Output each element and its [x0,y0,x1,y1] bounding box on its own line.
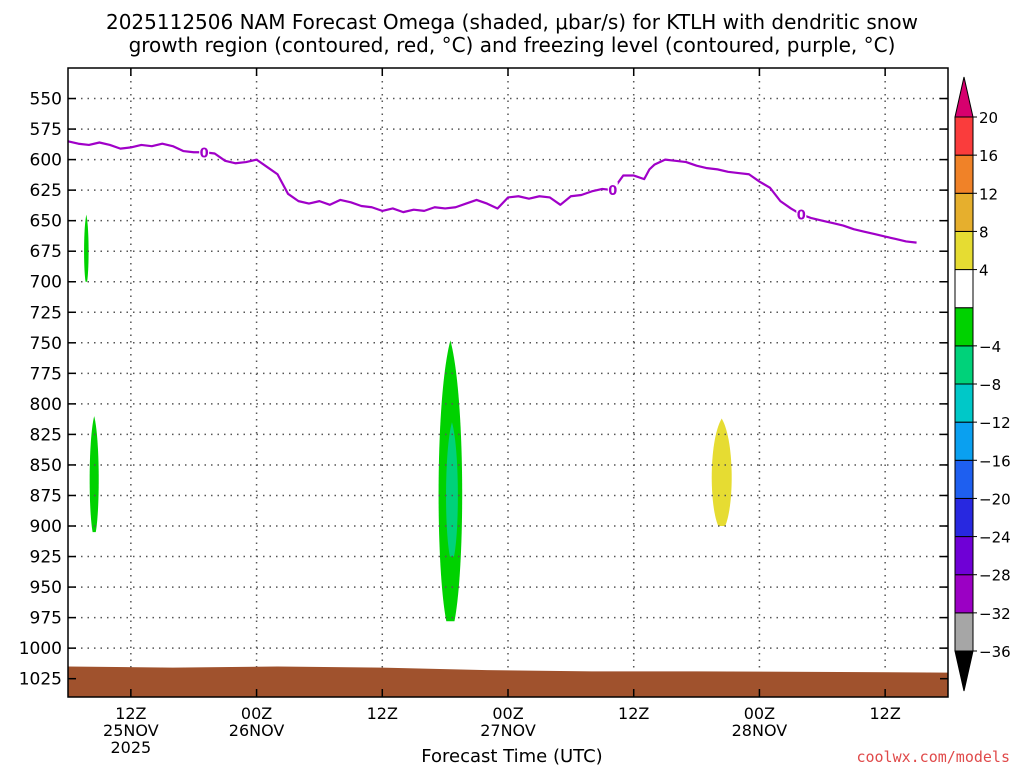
colorbar-label: −24 [979,529,1011,547]
y-tick-label: 600 [30,151,62,171]
colorbar-label: −4 [979,338,1001,356]
plot-frame [67,67,949,698]
colorbar-bin [954,192,974,232]
colorbar-label: 12 [979,185,998,203]
y-tick-label: 975 [30,609,62,629]
colorbar-label: −32 [979,605,1011,623]
freezing-level-label-1: 0 [608,184,617,199]
colorbar-bin [954,230,974,271]
colorbar-bin [954,307,974,347]
x-tick-label: 00Z [241,704,272,723]
y-tick-label: 775 [30,364,62,384]
colorbar-label: −16 [979,452,1011,470]
x-tick-date: 28NOV [732,721,788,740]
omega-region-3 [446,422,458,557]
colorbar-bin [954,536,974,576]
colorbar-bin [954,383,974,423]
y-tick-label: 725 [30,303,62,323]
omega-region-4 [711,418,732,527]
colorbar-bin [954,154,974,194]
freezing-label-bg-2 [796,206,807,221]
site-credit: coolwx.com/models [856,748,1010,766]
colorbar-label: 8 [979,223,989,241]
colorbar-bin [954,421,974,461]
x-tick-label: 12Z [115,704,146,723]
chart-title-line1: 2025112506 NAM Forecast Omega (shaded, μ… [105,10,919,34]
colorbar-bin [954,574,974,614]
colorbar-bin [954,612,974,652]
colorbar-label: 4 [979,262,989,280]
x-tick-date: 25NOV [103,721,159,740]
colorbar-over-arrow [954,76,974,118]
x-tick-label: 00Z [744,704,775,723]
y-tick-label: 625 [30,181,62,201]
freezing-level-line [67,140,917,244]
freezing-label-bg-0 [199,144,210,159]
x-tick-year: 2025 [110,738,151,757]
colorbar-label: −36 [979,643,1011,661]
colorbar-label: −12 [979,414,1011,432]
colorbar-under-arrow [954,650,974,692]
y-tick-label: 900 [30,517,62,537]
omega-region-0 [84,214,89,282]
y-tick-label: 1000 [19,639,62,659]
colorbar-label: −28 [979,567,1011,585]
colorbar-bin [954,116,974,156]
colorbar-label: 20 [979,109,998,127]
colorbar-label: −8 [979,376,1001,394]
colorbar-bin [954,497,974,538]
x-tick-label: 12Z [869,704,900,723]
colorbar-bin [954,269,974,309]
x-axis-label: Forecast Time (UTC) [421,746,603,767]
y-tick-label: 550 [30,90,62,110]
y-tick-label: 750 [30,334,62,354]
omega-region-1 [89,416,99,533]
x-tick-date: 27NOV [480,721,536,740]
y-tick-label: 1025 [19,670,62,690]
colorbar-label: −20 [979,490,1011,508]
y-tick-label: 800 [30,395,62,415]
y-tick-label: 875 [30,486,62,506]
x-tick-label: 00Z [492,704,523,723]
y-tick-label: 850 [30,456,62,476]
terrain-band [68,666,948,697]
y-tick-label: 925 [30,548,62,568]
y-tick-label: 825 [30,425,62,445]
chart-title-line2: growth region (contoured, red, °C) and f… [128,33,896,57]
freezing-level-label-2: 0 [797,209,806,224]
freezing-level-label-0: 0 [200,146,209,161]
freezing-label-bg-1 [607,182,618,197]
colorbar-bin [954,345,974,385]
y-tick-label: 575 [30,120,62,140]
y-tick-label: 675 [30,242,62,262]
colorbar-bin [954,459,974,499]
y-tick-label: 650 [30,212,62,232]
x-tick-label: 12Z [367,704,398,723]
x-tick-label: 12Z [618,704,649,723]
colorbar-label: 16 [979,147,998,165]
y-tick-label: 700 [30,273,62,293]
y-tick-label: 950 [30,578,62,598]
x-tick-date: 26NOV [229,721,285,740]
